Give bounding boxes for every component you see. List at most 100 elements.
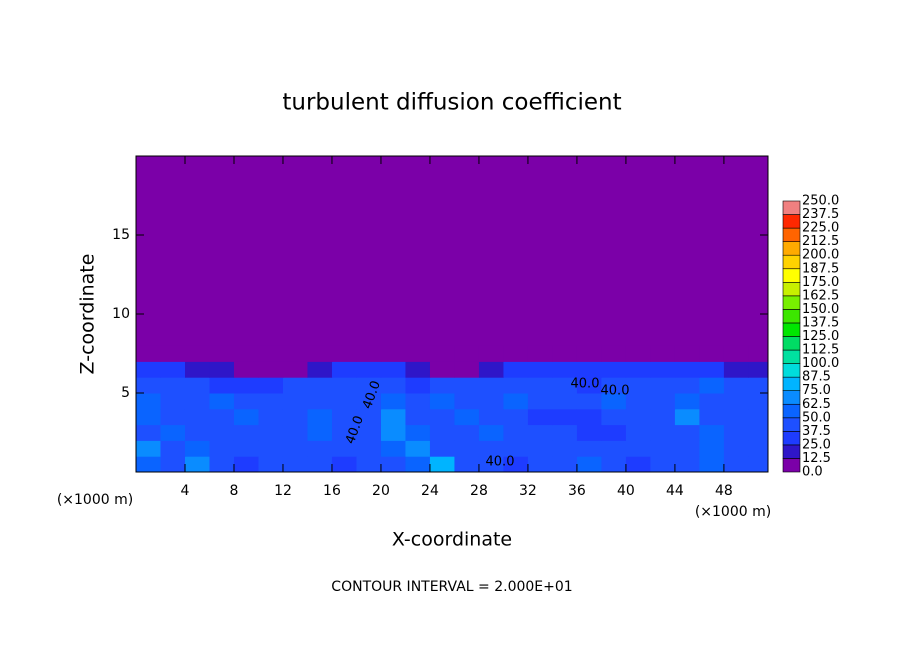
field-cell [258, 345, 284, 362]
field-cell [527, 377, 553, 394]
field-cell [184, 408, 210, 426]
field-cell [331, 424, 357, 441]
field-cell [576, 408, 602, 426]
field-cell [282, 361, 308, 378]
colorbar-label: 250.0 [802, 194, 839, 209]
field-cell [380, 440, 406, 457]
field-cell [601, 377, 627, 394]
field-cell [233, 408, 259, 426]
field-cell [380, 408, 406, 426]
field-cell [405, 424, 431, 441]
field-cell [552, 393, 578, 410]
colorbar-swatch [782, 363, 801, 378]
field-cell [748, 361, 769, 378]
colorbar-label: 100.0 [802, 356, 839, 371]
field-cell [136, 361, 161, 378]
field-cell [356, 345, 382, 362]
field-cell [209, 393, 235, 410]
field-cell [184, 377, 210, 394]
field-cell [699, 408, 725, 426]
field-cell [748, 408, 769, 426]
field-cell [625, 440, 651, 457]
field-cell [552, 361, 578, 378]
field-cell [527, 456, 553, 473]
field-cell [184, 345, 210, 362]
field-cell [478, 377, 504, 394]
field-cell [184, 456, 210, 473]
colorbar-swatch [782, 336, 801, 351]
field-cell [454, 361, 480, 378]
field-cell [429, 393, 455, 410]
field-cell [454, 424, 480, 441]
field-cell [429, 408, 455, 426]
field-cell [503, 456, 529, 473]
field-cell [601, 345, 627, 362]
field-cell [503, 440, 529, 457]
field-cell [748, 456, 769, 473]
colorbar-swatch [782, 268, 801, 283]
field-cell [478, 424, 504, 441]
field-cell [136, 440, 161, 457]
field-cell [503, 377, 529, 394]
field-cell [723, 440, 749, 457]
field-cell [282, 456, 308, 473]
field-cell [478, 408, 504, 426]
field-cell [356, 408, 382, 426]
field-cell [748, 345, 769, 362]
colorbar-swatch [782, 241, 801, 256]
field-cell [233, 440, 259, 457]
field-cell [552, 377, 578, 394]
contour-label: 40.0 [486, 455, 515, 470]
field-cell [282, 408, 308, 426]
field-cell [356, 440, 382, 457]
field-cell [552, 440, 578, 457]
field-cell [160, 456, 186, 473]
field-cell [380, 424, 406, 441]
field-cell [307, 408, 333, 426]
x-axis-label: X-coordinate [392, 529, 512, 551]
field-cell [405, 345, 431, 362]
y-tick-label: 5 [121, 385, 130, 401]
field-cell [307, 377, 333, 394]
field-cell [699, 345, 725, 362]
field-cell [258, 424, 284, 441]
field-cell [307, 440, 333, 457]
field-cell [136, 345, 161, 362]
x-tick-label: 4 [181, 483, 190, 499]
x-tick-label: 28 [470, 483, 488, 499]
field-cell [160, 424, 186, 441]
colorbar-swatch [782, 376, 801, 391]
colorbar-label: 162.5 [802, 288, 839, 303]
field-cell [258, 393, 284, 410]
field-cell [699, 456, 725, 473]
field-cell [674, 456, 700, 473]
colorbar-label: 200.0 [802, 248, 839, 263]
field-cell [331, 456, 357, 473]
field-cell [405, 393, 431, 410]
field-cell [650, 440, 676, 457]
colorbar-label: 50.0 [802, 410, 831, 425]
field-cell [503, 408, 529, 426]
field-cell [699, 440, 725, 457]
field-cell [331, 408, 357, 426]
colorbar-label: 225.0 [802, 221, 839, 236]
field-cell [552, 456, 578, 473]
colorbar-label: 62.5 [802, 397, 831, 412]
field-cell [625, 393, 651, 410]
colorbar-label: 25.0 [802, 437, 831, 452]
colorbar-label: 75.0 [802, 383, 831, 398]
field-cell [625, 424, 651, 441]
field-cell [503, 345, 529, 362]
field-cell [527, 408, 553, 426]
field-cell [723, 393, 749, 410]
field-cell [625, 456, 651, 473]
field-cell [331, 345, 357, 362]
colorbar-label: 112.5 [802, 343, 839, 358]
field-cell [209, 408, 235, 426]
field-cell [331, 361, 357, 378]
field-cell [650, 424, 676, 441]
field-cell [723, 456, 749, 473]
field-cell [258, 456, 284, 473]
field-cell [405, 440, 431, 457]
y-tick-label: 15 [112, 227, 130, 243]
